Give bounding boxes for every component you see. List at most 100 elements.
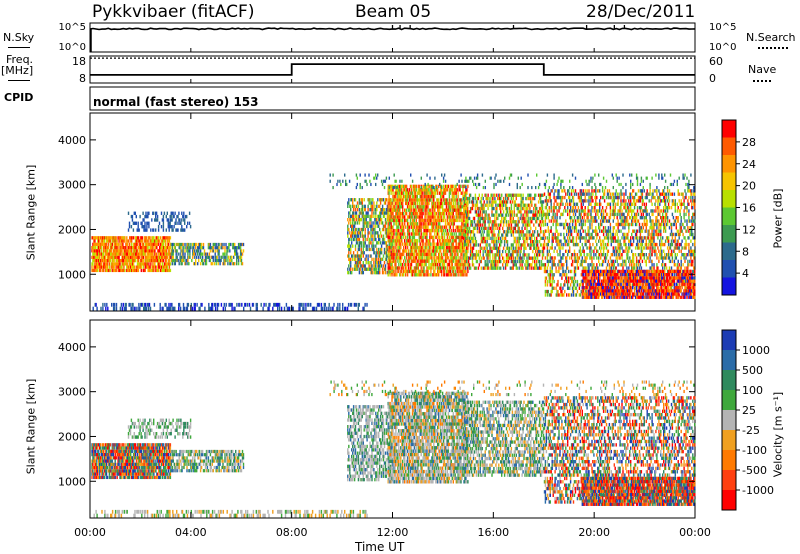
power-cell [101, 239, 104, 243]
power-cell [427, 252, 429, 257]
power-cell [186, 258, 188, 263]
power-cell [512, 216, 515, 221]
power-cell [422, 242, 424, 246]
power-cell [467, 216, 470, 221]
power-cell [554, 199, 556, 203]
power-cell [515, 243, 518, 247]
power-cell [426, 252, 428, 257]
power-cell [140, 249, 143, 253]
power-cell [429, 198, 431, 202]
power-cell [449, 188, 452, 192]
power-cell [445, 242, 448, 246]
power-cell [232, 242, 234, 247]
power-cell [427, 211, 429, 216]
power-cell [561, 289, 563, 294]
power-cell [568, 276, 570, 280]
power-cell [420, 259, 422, 263]
power-cell [490, 266, 492, 270]
power-cell [421, 249, 423, 253]
power-cell [482, 233, 484, 237]
power-cell [135, 221, 138, 225]
power-cell [531, 210, 533, 214]
power-cell [430, 211, 432, 216]
power-cell [369, 198, 371, 202]
power-cell [127, 228, 130, 232]
power-cell [92, 262, 94, 266]
power-cell [465, 262, 467, 267]
power-cell [550, 269, 552, 274]
power-cell [380, 257, 383, 262]
power-cell [395, 215, 397, 219]
power-cell [431, 222, 433, 226]
power-cell [117, 265, 119, 269]
power-cell [348, 198, 350, 202]
power-cell [522, 200, 524, 204]
power-cell [448, 235, 451, 240]
power-cell [160, 262, 162, 266]
power-cell [444, 256, 447, 260]
power-cell [401, 232, 403, 236]
power-cell [541, 249, 544, 254]
power-cell [350, 251, 352, 255]
power-cell [502, 213, 504, 217]
power-cell [569, 206, 572, 210]
power-cell [558, 242, 560, 247]
power-cell [239, 242, 242, 247]
power-cell [358, 211, 361, 215]
power-cell [540, 193, 543, 197]
power-cell [405, 249, 408, 253]
power-cell [405, 269, 407, 274]
power-cell [378, 214, 380, 219]
power-cell [527, 223, 529, 227]
power-cell [113, 262, 115, 266]
power-cell [365, 257, 367, 262]
power-cell [428, 222, 430, 226]
power-cell [364, 234, 366, 238]
power-cell [95, 259, 97, 263]
power-cell [566, 279, 568, 284]
power-cell [390, 256, 392, 260]
power-cell [414, 249, 417, 253]
power-cell [549, 293, 552, 297]
power-cell [400, 228, 402, 233]
power-cell [374, 204, 376, 209]
power-cell [568, 293, 570, 297]
power-cell [96, 242, 98, 246]
power-cell [461, 273, 463, 277]
power-cell [182, 246, 184, 250]
power-cell [494, 253, 496, 257]
power-cell [398, 269, 400, 274]
power-cell [453, 215, 455, 219]
power-cell [138, 252, 141, 256]
power-cell [358, 241, 361, 245]
power-cell [419, 262, 421, 267]
power-cell [100, 239, 103, 243]
power-cell [549, 283, 552, 287]
power-cell [129, 242, 131, 246]
power-cell [364, 214, 366, 219]
power-cell [449, 245, 452, 250]
power-cell [174, 246, 177, 250]
power-cell [393, 228, 395, 233]
power-cell [366, 267, 368, 271]
power-cell [471, 259, 474, 264]
power-cell [387, 245, 389, 250]
power-cell [217, 246, 219, 250]
power-cell [451, 262, 454, 267]
power-cell [375, 231, 377, 235]
power-cell [562, 246, 564, 250]
power-cell [483, 240, 485, 244]
power-cell [513, 213, 516, 217]
power-cell [92, 246, 94, 250]
power-cell [555, 199, 557, 203]
power-cell [361, 227, 364, 232]
power-cell [493, 243, 495, 247]
power-cell [523, 240, 525, 244]
power-cell [507, 220, 510, 224]
power-cell [462, 222, 464, 226]
power-cell [373, 201, 375, 205]
power-cell [458, 225, 460, 229]
power-cell [461, 218, 463, 223]
power-cell [479, 220, 482, 224]
power-cell [466, 213, 468, 217]
